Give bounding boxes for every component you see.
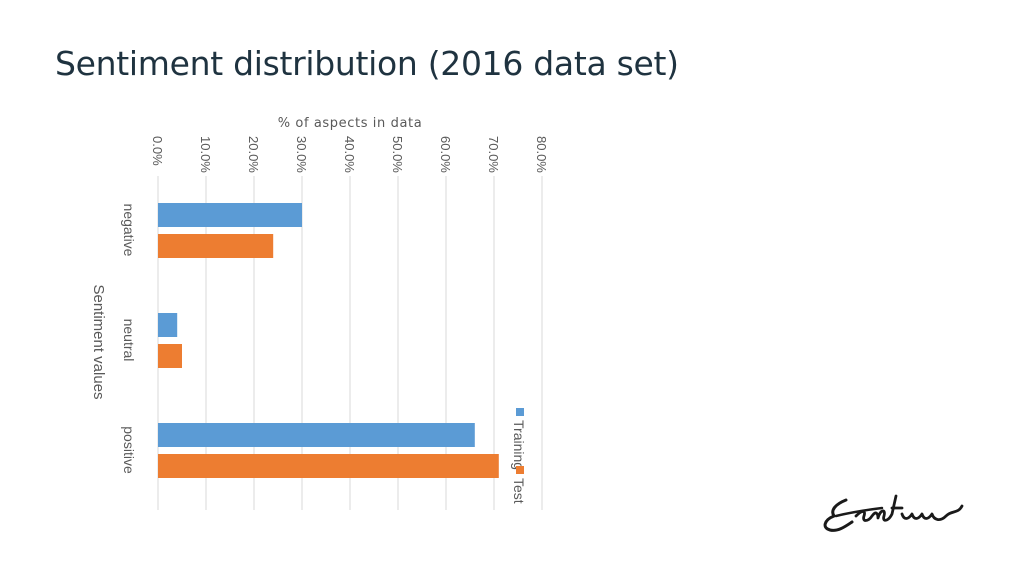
bar-training-positive [158,423,475,447]
x-tick-label: 50.0% [390,136,405,173]
bar-test-neutral [158,344,182,368]
x-tick-label: 70.0% [486,136,501,173]
bar-training-neutral [158,313,178,337]
x-tick-label: 80.0% [534,136,549,173]
category-label: positive [121,426,137,474]
x-tick-label: 40.0% [342,136,357,173]
erasmus-signature-logo-icon [823,494,964,532]
x-tick-label: 0.0% [150,136,165,166]
category-label: negative [121,204,137,257]
legend-swatch-test [516,466,524,474]
legend-label-test: Test [511,478,527,504]
x-tick-label: 60.0% [438,136,453,173]
bar-test-positive [158,454,499,478]
y-axis-title: Sentiment values [90,284,107,399]
x-tick-label: 10.0% [198,136,213,173]
bar-test-negative [158,234,274,258]
slide-title: Sentiment distribution (2016 data set) [55,44,679,83]
x-tick-label: 30.0% [294,136,309,173]
category-label: neutral [121,319,137,362]
x-tick-label: 20.0% [246,136,261,173]
x-axis-title: % of aspects in data [278,116,423,131]
legend-label-training: Training [511,420,527,470]
legend-swatch-training [516,408,524,416]
bar-training-negative [158,203,302,227]
